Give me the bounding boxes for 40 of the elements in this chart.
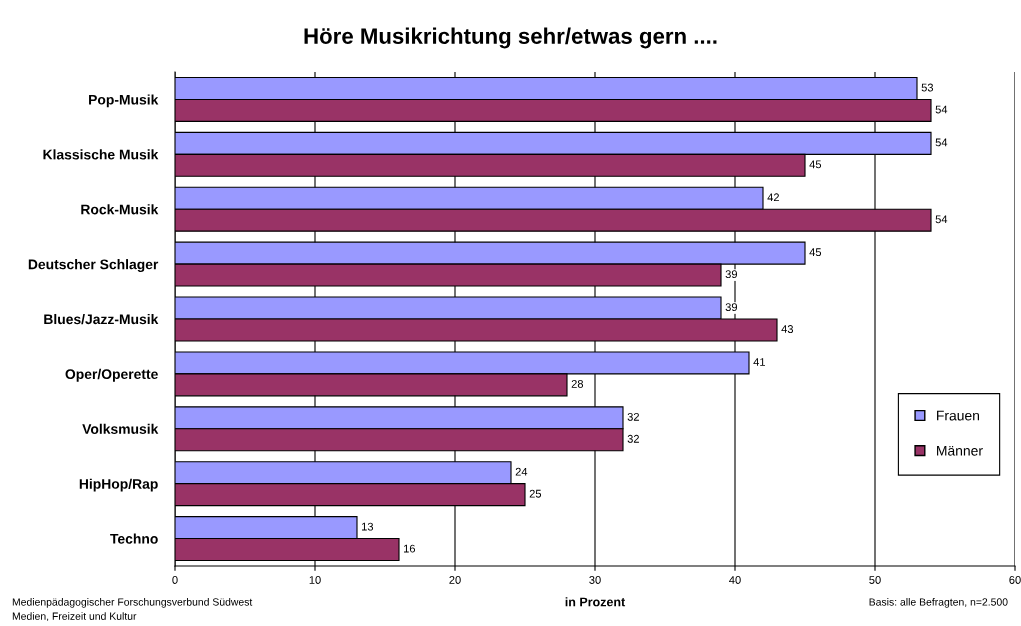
x-tick-label: 60 — [1009, 576, 1021, 584]
x-tick-label: 0 — [172, 576, 178, 584]
text: Medienpädagogischer Forschungsverbund Südwest Medien, Freizeit und Kultur — [12, 598, 253, 622]
data-label: 16 — [404, 544, 416, 553]
y-tick-label: Techno — [110, 533, 158, 544]
legend-label: Männer — [937, 445, 983, 456]
x-tick-label: 10 — [309, 576, 321, 584]
data-label: 45 — [809, 248, 822, 257]
data-label: 54 — [935, 138, 948, 147]
x-tick-label: 20 — [449, 576, 461, 584]
y-tick-label: Rock-Musik — [81, 204, 159, 215]
legend-label: Frauen — [937, 410, 980, 421]
data-label: 42 — [767, 193, 779, 202]
data-label: 13 — [362, 522, 374, 531]
x-tick-label: 50 — [869, 576, 881, 584]
y-tick-label: Volksmusik — [82, 423, 159, 434]
data-label: 43 — [781, 325, 794, 333]
data-label: 53 — [921, 83, 934, 92]
x-tick-label: 30 — [589, 576, 601, 584]
data-label: 24 — [515, 467, 528, 476]
chart-title: Höre Musikrichtung sehr/etwas gern .... — [304, 27, 717, 49]
text: Basis: alle Befragten, n=2.500 — [869, 598, 1008, 608]
data-label: 32 — [627, 412, 639, 421]
y-tick-label: Klassische Musik — [43, 149, 159, 160]
data-label: 41 — [753, 358, 765, 366]
y-tick-label: Pop-Musik — [89, 94, 159, 108]
data-label: 39 — [725, 303, 737, 311]
data-label: 39 — [725, 270, 737, 279]
data-label: 28 — [571, 379, 584, 388]
data-label: 25 — [529, 489, 542, 498]
data-label: 54 — [935, 215, 948, 224]
y-tick-label: Blues/Jazz-Musik — [44, 313, 159, 325]
data-label: 32 — [627, 434, 639, 443]
x-axis-title: in Prozent — [565, 597, 626, 607]
x-tick-label: 40 — [729, 576, 741, 584]
y-tick-label: HipHop/Rap — [79, 478, 158, 492]
y-tick-label: Deutscher Schlager — [28, 259, 159, 273]
data-label: 45 — [809, 160, 822, 169]
data-label: 54 — [935, 105, 948, 114]
y-tick-label: Oper/Operette — [65, 368, 158, 382]
